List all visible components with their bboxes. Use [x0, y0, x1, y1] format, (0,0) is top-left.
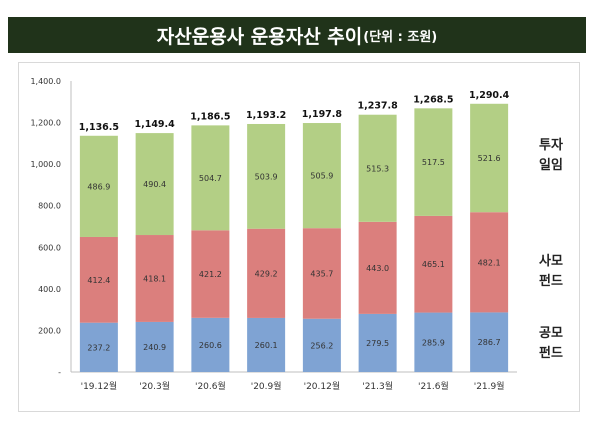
bar-segment — [358, 313, 397, 372]
total-label: 1,136.5 — [79, 122, 119, 133]
data-label: 482.1 — [478, 258, 501, 267]
x-tick-label: '19.12월 — [81, 380, 118, 392]
x-tick-label: '20.6월 — [195, 380, 226, 392]
bar-segment — [358, 221, 397, 314]
bar-segment — [135, 133, 174, 236]
data-label: 421.2 — [199, 270, 222, 279]
bar-segment — [79, 135, 118, 237]
chart-unit: (단위 : 조원) — [363, 29, 438, 45]
bar-segment — [135, 321, 174, 372]
bar-segment — [302, 123, 341, 229]
x-tick-label: '20.12월 — [304, 380, 341, 392]
data-label: 443.0 — [366, 264, 389, 273]
data-label: 260.6 — [199, 341, 222, 350]
bar-segment — [414, 108, 453, 216]
bar-segment — [191, 317, 230, 372]
y-tick-label: 400.0 — [38, 285, 61, 294]
bar-segment — [247, 228, 286, 318]
data-label: 279.5 — [366, 339, 389, 348]
data-label: 256.2 — [310, 341, 333, 350]
x-tick-label: '20.3월 — [139, 380, 170, 392]
data-label: 240.9 — [143, 343, 166, 352]
y-tick-label: 1,200.0 — [30, 119, 61, 128]
bar-segment — [247, 317, 286, 372]
bar-segment — [302, 228, 341, 319]
data-label: 504.7 — [199, 174, 222, 183]
chart-title-bar: 자산운용사 운용자산 추이 (단위 : 조원) — [8, 17, 586, 53]
y-tick-label: 600.0 — [38, 243, 61, 252]
bar-segment — [247, 123, 286, 229]
data-label: 465.1 — [422, 260, 445, 269]
data-label: 237.2 — [87, 343, 110, 352]
total-label: 1,290.4 — [469, 90, 510, 101]
bar-segment — [79, 322, 118, 372]
total-label: 1,193.2 — [246, 110, 286, 121]
bar-segment — [135, 235, 174, 322]
legend-label-private-fund: 사모 펀드 — [531, 252, 571, 292]
bar-segment — [414, 312, 453, 372]
bar-segment — [191, 125, 230, 231]
total-label: 1,197.8 — [302, 109, 343, 120]
legend-line: 투자 — [539, 138, 563, 153]
bar-segment — [302, 318, 341, 372]
x-tick-label: '21.6월 — [418, 380, 449, 392]
total-label: 1,149.4 — [134, 119, 175, 130]
data-label: 517.5 — [422, 158, 445, 167]
bar-segment — [470, 103, 509, 213]
bar-segment — [191, 230, 230, 318]
y-tick-label: 1,000.0 — [30, 160, 61, 169]
data-label: 486.9 — [87, 182, 110, 191]
bar-segment — [414, 215, 453, 313]
legend-label-investment-advisory: 투자 일임 — [531, 136, 571, 176]
bar-segment — [358, 114, 397, 222]
bar-segment — [470, 312, 509, 372]
legend-line: 공모 — [539, 326, 563, 341]
x-tick-label: '21.9월 — [474, 380, 505, 392]
legend-line: 일임 — [539, 158, 563, 173]
total-label: 1,268.5 — [413, 94, 453, 105]
data-label: 418.1 — [143, 274, 166, 283]
legend-line: 사모 — [539, 254, 563, 269]
x-tick-label: '20.9월 — [251, 380, 282, 392]
bar-segment — [79, 236, 118, 323]
legend-line: 펀드 — [539, 274, 563, 289]
x-tick-label: '21.3월 — [362, 380, 393, 392]
total-label: 1,186.5 — [190, 111, 230, 122]
data-label: 505.9 — [310, 172, 333, 181]
y-tick-label: - — [58, 368, 61, 377]
y-tick-label: 1,400.0 — [30, 77, 61, 86]
chart-title: 자산운용사 운용자산 추이 — [156, 25, 363, 48]
data-label: 490.4 — [143, 180, 166, 189]
data-label: 260.1 — [255, 341, 278, 350]
stacked-bar-chart: - 200.0 400.0 600.0 800.0 1,000.0 1,200.0 1,400… — [30, 77, 517, 392]
total-label: 1,237.8 — [357, 101, 398, 112]
data-label: 503.9 — [255, 172, 278, 181]
chart-frame: - 200.0 400.0 600.0 800.0 1,000.0 1,200.0 1,400… — [18, 62, 580, 412]
legend-line: 펀드 — [539, 346, 563, 361]
y-tick-label: 800.0 — [38, 202, 61, 211]
data-label: 435.7 — [310, 269, 333, 278]
data-label: 412.4 — [87, 276, 110, 285]
y-tick-label: 200.0 — [38, 326, 61, 335]
bar-segment — [470, 212, 509, 313]
data-label: 515.3 — [366, 164, 389, 173]
legend-label-public-fund: 공모 펀드 — [531, 324, 571, 364]
data-label: 286.7 — [478, 338, 501, 347]
data-label: 429.2 — [255, 269, 278, 278]
data-label: 521.6 — [478, 154, 501, 163]
data-label: 285.9 — [422, 338, 445, 347]
